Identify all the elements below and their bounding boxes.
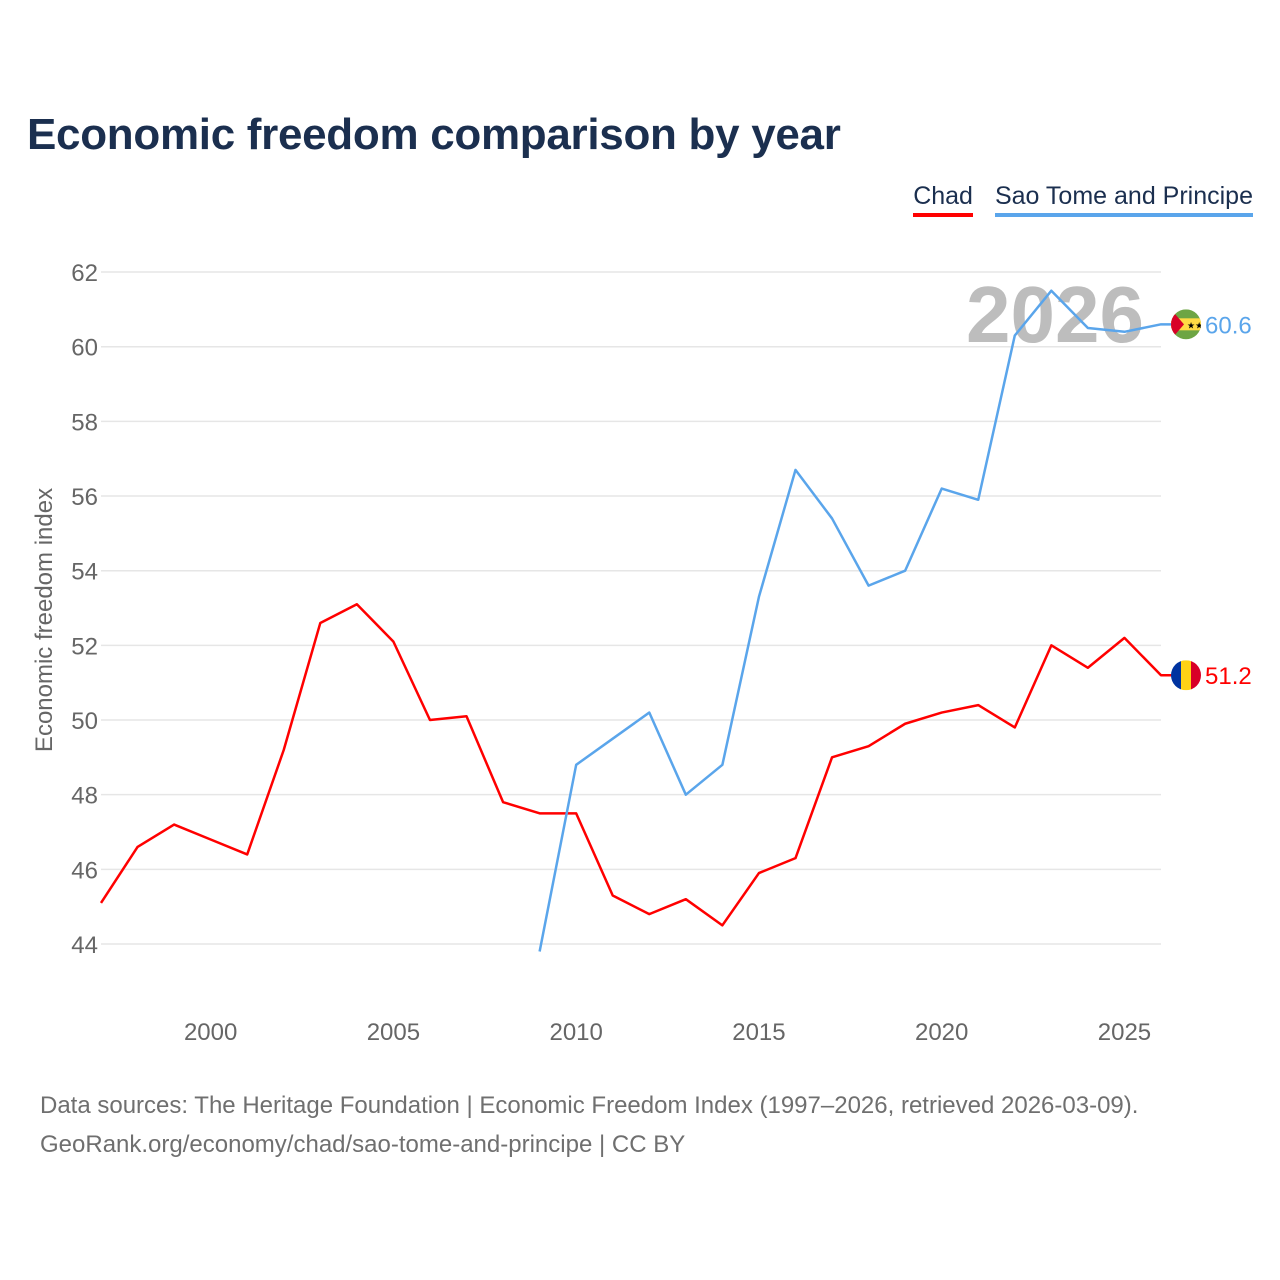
sao-tome-flag-icon: ★★	[1171, 309, 1203, 340]
y-tick-label: 48	[71, 783, 98, 810]
end-value-label-1: 60.6	[1205, 312, 1252, 339]
x-tick-label: 2010	[549, 1019, 602, 1046]
y-tick-label: 56	[71, 484, 98, 511]
y-tick-label: 58	[71, 409, 98, 436]
y-tick-label: 52	[71, 633, 98, 660]
y-tick-label: 62	[71, 260, 98, 287]
y-tick-label: 54	[71, 559, 98, 586]
y-tick-label: 60	[71, 335, 98, 362]
y-tick-label: 44	[71, 932, 98, 959]
end-value-label-0: 51.2	[1205, 663, 1252, 690]
x-tick-label: 2005	[367, 1019, 420, 1046]
chart-title: Economic freedom comparison by year	[27, 110, 841, 159]
data-source: Data sources: The Heritage Foundation | …	[40, 1092, 1139, 1119]
y-tick-label: 46	[71, 857, 98, 884]
year-watermark: 2026	[966, 270, 1144, 359]
legend-item-sao-tome[interactable]: Sao Tome and Principe	[994, 182, 1253, 217]
x-tick-label: 2015	[732, 1019, 785, 1046]
x-tick-label: 2020	[915, 1019, 968, 1046]
series-line-1	[538, 289, 1172, 952]
chad-flag-icon	[1171, 660, 1201, 691]
legend-item-chad[interactable]: Chad	[913, 182, 973, 217]
x-tick-label: 2000	[184, 1019, 237, 1046]
y-tick-label: 50	[71, 708, 98, 735]
series-line-0	[99, 603, 1172, 927]
svg-text:★★: ★★	[1187, 320, 1203, 330]
footer: Data sources: The Heritage Foundation | …	[40, 1086, 1138, 1164]
y-axis-label: Economic freedom index	[31, 488, 58, 752]
x-tick-label: 2025	[1098, 1019, 1151, 1046]
legend: Chad Sao Tome and Principe	[913, 182, 1253, 217]
source-link[interactable]: GeoRank.org/economy/chad/sao-tome-and-pr…	[40, 1131, 686, 1158]
